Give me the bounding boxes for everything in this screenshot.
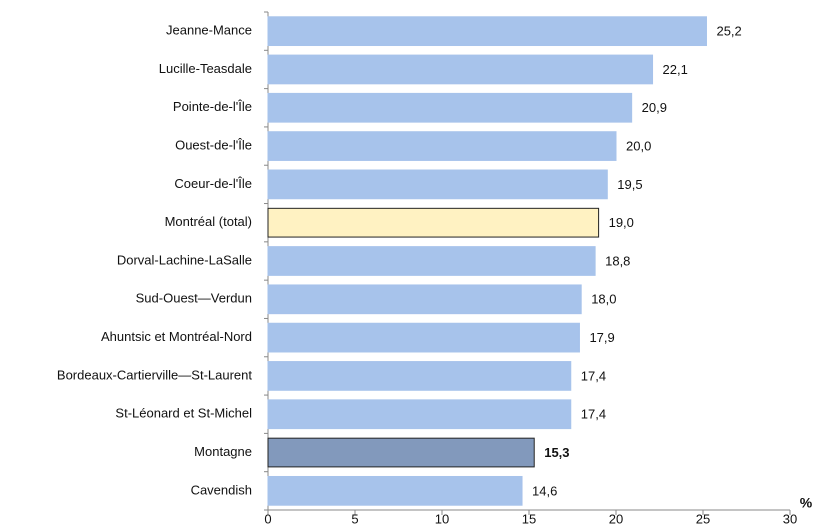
- bar: [267, 246, 596, 276]
- bar: [267, 399, 572, 430]
- bar: [267, 16, 707, 47]
- value-label: 17,4: [581, 407, 606, 422]
- value-label: 19,5: [617, 177, 642, 192]
- bar: [267, 437, 535, 468]
- bar: [267, 475, 523, 506]
- y-tick-label: St-Léonard et St-Michel: [115, 406, 252, 421]
- y-tick-label: Pointe-de-l'Île: [173, 99, 252, 114]
- bar: [267, 92, 633, 123]
- y-tick-label: Montréal (total): [165, 214, 252, 229]
- value-label: 20,0: [626, 139, 651, 154]
- value-label: 14,6: [532, 483, 557, 498]
- y-tick-label: Ouest-de-l'Île: [175, 138, 252, 153]
- bar: [267, 284, 582, 315]
- y-tick-label: Cavendish: [191, 482, 252, 497]
- value-label: 18,8: [605, 253, 630, 268]
- bar: [267, 54, 654, 85]
- value-label: 19,0: [609, 215, 634, 230]
- y-tick-label: Jeanne-Mance: [166, 23, 252, 38]
- value-label: 25,2: [716, 24, 741, 39]
- x-tick-label: 20: [609, 511, 623, 524]
- x-tick-label: 25: [696, 511, 710, 524]
- y-tick-label: Ahuntsic et Montréal-Nord: [101, 329, 252, 344]
- y-tick-label: Bordeaux-Cartierville—St-Laurent: [57, 367, 252, 382]
- bar: [267, 361, 572, 391]
- value-label: 15,3: [544, 445, 569, 460]
- x-tick-label: 0: [264, 511, 271, 524]
- x-tick-label: 5: [351, 511, 358, 524]
- bar: [267, 207, 600, 238]
- value-label: 20,9: [642, 100, 667, 115]
- y-tick-label: Montagne: [194, 444, 252, 459]
- value-label: 22,1: [663, 62, 688, 77]
- x-axis-label: %: [800, 495, 813, 511]
- value-label: 17,4: [581, 368, 606, 383]
- value-label: 17,9: [589, 330, 614, 345]
- bar: [267, 322, 580, 353]
- y-tick-label: Dorval-Lachine-LaSalle: [117, 252, 252, 267]
- x-tick-label: 15: [522, 511, 536, 524]
- y-tick-label: Coeur-de-l'Île: [174, 176, 252, 191]
- x-tick-label: 30: [783, 511, 797, 524]
- y-tick-label: Lucille-Teasdale: [159, 61, 252, 76]
- value-label: 18,0: [591, 292, 616, 307]
- x-tick-label: 10: [435, 511, 449, 524]
- bar: [267, 131, 617, 161]
- y-tick-label: Sud-Ouest—Verdun: [136, 291, 252, 306]
- bar: [267, 169, 608, 200]
